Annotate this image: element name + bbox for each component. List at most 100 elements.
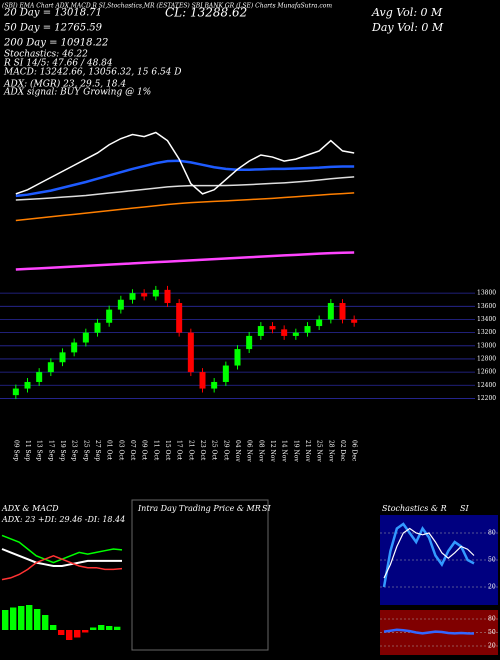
- macd-bar: [26, 605, 33, 630]
- candle-body: [106, 309, 113, 323]
- x-tick-label: 04 Nov: [234, 440, 241, 462]
- macd-bar: [58, 630, 65, 635]
- close-line: [15, 131, 355, 195]
- x-tick-label: 27 Sep: [94, 440, 101, 461]
- candle-body: [222, 365, 229, 382]
- panel-title: Stochastics & R: [382, 504, 447, 513]
- header-text: R SI 14/5: 47.66 / 48.84: [3, 59, 113, 69]
- x-tick-label: 12 Nov: [269, 440, 276, 462]
- header-text: Avg Vol: 0 M: [371, 6, 443, 19]
- x-tick-label: 23 Oct: [199, 440, 206, 461]
- panel-title: ADX & MACD: [1, 504, 59, 513]
- candle-body: [257, 326, 264, 336]
- x-tick-label: 08 Nov: [257, 440, 264, 462]
- candle-body: [82, 332, 89, 343]
- macd-bar: [2, 610, 9, 630]
- candle-body: [327, 303, 334, 320]
- candle-body: [234, 349, 241, 366]
- y-tick-label: 50: [488, 629, 496, 636]
- x-tick-label: 19 Nov: [292, 440, 299, 462]
- header-text: Day Vol: 0 M: [371, 21, 444, 34]
- x-tick-label: 25 Nov: [316, 440, 323, 462]
- candle-body: [24, 381, 31, 389]
- candle-body: [117, 299, 124, 310]
- candle-body: [281, 329, 288, 336]
- adx-line: [1, 554, 123, 581]
- oscillator-line: [383, 628, 475, 635]
- x-tick-label: 03 Oct: [117, 440, 124, 461]
- macd-bar: [114, 626, 121, 630]
- candle-body: [316, 319, 323, 327]
- intraday-frame: [131, 499, 269, 651]
- x-tick-label: 17 Oct: [176, 440, 183, 461]
- ema-line: [15, 159, 355, 198]
- candle-body: [339, 303, 346, 320]
- x-tick-label: 09 Sep: [12, 440, 19, 461]
- header-text: 20 Day = 13018.71: [3, 8, 102, 19]
- macd-bar: [98, 625, 105, 630]
- x-tick-label: 11 Oct: [152, 440, 159, 461]
- y-tick-label: 13600: [477, 303, 496, 310]
- y-tick-label: 20: [488, 584, 496, 591]
- x-tick-label: 02 Dec: [339, 440, 346, 462]
- candle-body: [141, 293, 148, 297]
- x-tick-label: 15 Oct: [164, 440, 171, 461]
- ema-line: [15, 251, 355, 271]
- adx-line: [1, 548, 122, 567]
- x-tick-label: 28 Nov: [327, 440, 334, 462]
- x-tick-label: 11 Sep: [24, 440, 31, 461]
- candle-body: [152, 289, 159, 297]
- candle-body: [187, 332, 194, 373]
- header-text: ADX signal: BUY Growing @ 1%: [3, 88, 151, 98]
- x-tick-label: 06 Dec: [351, 440, 358, 462]
- header-text: Stochastics: 46.22: [4, 50, 88, 60]
- x-tick-label: 17 Sep: [47, 440, 54, 461]
- header-text: CL: 13288.62: [165, 6, 247, 20]
- x-tick-label: 14 Nov: [281, 440, 288, 462]
- y-tick-label: 20: [488, 643, 496, 650]
- x-tick-label: 21 Oct: [187, 440, 194, 461]
- x-tick-label: 23 Sep: [71, 440, 78, 461]
- panel-title: SI: [460, 504, 469, 513]
- y-tick-label: 13800: [477, 290, 496, 297]
- candle-body: [246, 335, 253, 350]
- candle-body: [47, 362, 54, 373]
- candle-body: [36, 372, 43, 382]
- y-tick-label: 12200: [477, 395, 496, 402]
- x-tick-label: 01 Oct: [106, 440, 113, 461]
- candle-body: [71, 342, 78, 353]
- header-text: 200 Day = 10918.22: [3, 38, 108, 49]
- macd-bar: [34, 609, 41, 630]
- y-tick-label: 80: [488, 530, 496, 537]
- candle-body: [304, 326, 311, 333]
- candle-body: [176, 303, 183, 333]
- x-tick-label: 09 Oct: [141, 440, 148, 461]
- x-tick-label: 29 Oct: [222, 440, 229, 461]
- y-tick-label: 13000: [477, 342, 496, 349]
- panel-title: Intra Day Trading Price & MR: [137, 504, 261, 513]
- header-text: MACD: 13242.66, 13056.32, 15 6.54 D: [3, 68, 181, 78]
- x-tick-label: 25 Sep: [82, 440, 89, 461]
- candle-body: [129, 293, 136, 300]
- candle-body: [199, 372, 206, 389]
- panel-annotation: ADX: 23 +DI: 29.46 -DI: 18.44: [1, 515, 125, 524]
- candle-body: [211, 381, 218, 389]
- y-tick-label: 12800: [477, 355, 496, 362]
- candle-body: [351, 319, 358, 323]
- oscillator-line: [382, 522, 475, 588]
- oscillator-line: [383, 527, 475, 579]
- y-tick-label: 80: [488, 616, 496, 623]
- y-tick-label: 12600: [477, 369, 496, 376]
- y-tick-label: 13400: [477, 316, 496, 323]
- header-text: ADX: (MGR) 23, 29.5, 18.4: [3, 79, 126, 90]
- macd-bar: [106, 626, 113, 630]
- ema-line: [15, 192, 355, 222]
- x-tick-label: 13 Sep: [36, 440, 43, 461]
- x-tick-label: 06 Nov: [246, 440, 253, 462]
- macd-bar: [42, 615, 49, 630]
- x-tick-label: 07 Oct: [129, 440, 136, 461]
- candle-body: [59, 352, 66, 363]
- macd-bar: [50, 625, 57, 630]
- macd-bar: [82, 630, 89, 633]
